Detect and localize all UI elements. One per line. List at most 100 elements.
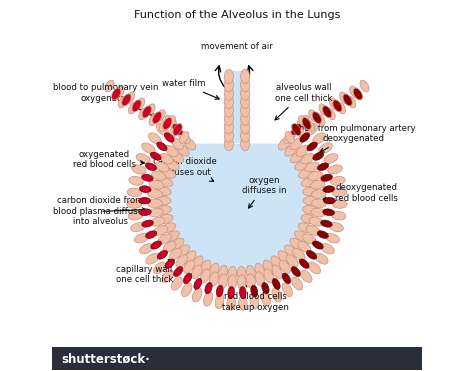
Ellipse shape <box>278 137 291 150</box>
Ellipse shape <box>326 108 335 120</box>
Ellipse shape <box>192 288 202 302</box>
Ellipse shape <box>157 142 167 151</box>
Ellipse shape <box>240 103 250 117</box>
Ellipse shape <box>285 144 298 156</box>
Ellipse shape <box>298 242 311 252</box>
Ellipse shape <box>155 162 169 172</box>
Ellipse shape <box>237 266 246 282</box>
Polygon shape <box>163 71 311 274</box>
Ellipse shape <box>323 209 335 216</box>
Ellipse shape <box>272 288 282 302</box>
Ellipse shape <box>136 154 150 164</box>
Ellipse shape <box>183 137 196 150</box>
Ellipse shape <box>292 249 305 260</box>
Ellipse shape <box>299 168 313 178</box>
Ellipse shape <box>204 292 213 306</box>
Ellipse shape <box>285 132 294 143</box>
Ellipse shape <box>165 231 180 242</box>
Ellipse shape <box>360 80 369 92</box>
Ellipse shape <box>176 144 189 156</box>
Ellipse shape <box>151 241 162 249</box>
Ellipse shape <box>216 285 223 297</box>
Ellipse shape <box>333 100 342 112</box>
Ellipse shape <box>219 274 228 289</box>
Ellipse shape <box>118 96 128 108</box>
Ellipse shape <box>280 260 291 273</box>
Ellipse shape <box>278 251 290 264</box>
Ellipse shape <box>240 86 250 100</box>
Ellipse shape <box>160 154 173 164</box>
Ellipse shape <box>148 133 161 144</box>
Ellipse shape <box>173 125 182 135</box>
Ellipse shape <box>319 143 332 154</box>
Ellipse shape <box>261 292 270 306</box>
Ellipse shape <box>271 256 282 270</box>
Text: water film: water film <box>162 79 219 99</box>
Ellipse shape <box>301 214 316 223</box>
Ellipse shape <box>173 124 182 135</box>
Ellipse shape <box>136 98 145 110</box>
Text: carbon dioxide from
blood plasma diffuses
into alveolus: carbon dioxide from blood plasma diffuse… <box>53 197 147 226</box>
Ellipse shape <box>302 206 318 214</box>
Ellipse shape <box>201 269 210 283</box>
Ellipse shape <box>228 275 237 290</box>
Ellipse shape <box>310 180 325 189</box>
Ellipse shape <box>158 214 173 223</box>
Ellipse shape <box>169 249 182 260</box>
Ellipse shape <box>326 233 339 243</box>
Ellipse shape <box>183 273 192 284</box>
Ellipse shape <box>332 188 347 197</box>
Ellipse shape <box>172 138 183 150</box>
Text: oxygen
diffuses in: oxygen diffuses in <box>242 176 287 208</box>
Ellipse shape <box>149 114 158 126</box>
Ellipse shape <box>290 151 304 163</box>
Ellipse shape <box>240 137 250 151</box>
Text: red blood cells
take up oxygen: red blood cells take up oxygen <box>222 279 289 312</box>
Ellipse shape <box>176 255 188 267</box>
Text: shutterstøck·: shutterstøck· <box>62 352 150 365</box>
Ellipse shape <box>164 133 174 142</box>
Ellipse shape <box>147 199 163 207</box>
Ellipse shape <box>132 100 141 112</box>
Ellipse shape <box>296 145 309 157</box>
Ellipse shape <box>183 260 194 273</box>
Ellipse shape <box>111 88 121 100</box>
Ellipse shape <box>240 111 250 125</box>
Ellipse shape <box>224 120 234 134</box>
Ellipse shape <box>319 104 328 116</box>
Ellipse shape <box>149 180 164 189</box>
Ellipse shape <box>224 86 234 100</box>
Ellipse shape <box>238 295 247 310</box>
Ellipse shape <box>292 125 301 135</box>
Ellipse shape <box>316 114 325 126</box>
Text: alveolus wall
one cell thick: alveolus wall one cell thick <box>275 83 332 120</box>
Ellipse shape <box>308 262 320 274</box>
Ellipse shape <box>237 275 246 290</box>
Ellipse shape <box>161 168 175 178</box>
Text: blood to pulmonary vein
oxygenated: blood to pulmonary vein oxygenated <box>53 83 158 117</box>
Ellipse shape <box>303 196 319 205</box>
Ellipse shape <box>142 220 154 227</box>
Ellipse shape <box>297 115 309 128</box>
Ellipse shape <box>178 131 190 144</box>
Ellipse shape <box>139 209 151 216</box>
Ellipse shape <box>171 277 182 290</box>
Ellipse shape <box>128 102 137 114</box>
Ellipse shape <box>292 277 303 290</box>
Ellipse shape <box>152 171 166 180</box>
Ellipse shape <box>282 273 291 284</box>
Text: oxygenated
red blood cells: oxygenated red blood cells <box>73 150 144 169</box>
Ellipse shape <box>127 188 142 197</box>
Ellipse shape <box>350 86 359 98</box>
Ellipse shape <box>162 270 173 282</box>
Ellipse shape <box>303 187 318 196</box>
Ellipse shape <box>142 106 151 118</box>
Ellipse shape <box>315 253 328 264</box>
Ellipse shape <box>264 260 273 275</box>
Ellipse shape <box>165 259 174 269</box>
Ellipse shape <box>318 163 329 171</box>
Ellipse shape <box>282 283 292 297</box>
Ellipse shape <box>180 132 189 143</box>
Ellipse shape <box>320 220 332 227</box>
Ellipse shape <box>165 145 178 157</box>
